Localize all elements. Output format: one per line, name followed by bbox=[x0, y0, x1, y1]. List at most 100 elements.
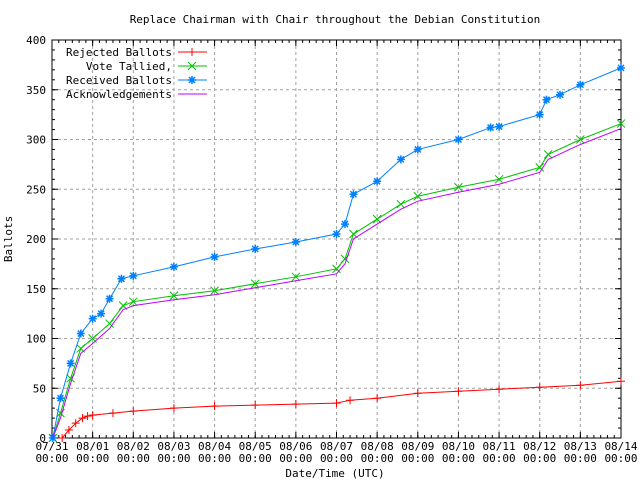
x-tick-label: 07/31 bbox=[35, 440, 68, 453]
marker-plus bbox=[617, 377, 625, 386]
x-tick-time: 00:00 bbox=[117, 452, 150, 465]
marker-cross bbox=[454, 182, 463, 192]
marker-plus bbox=[108, 409, 117, 418]
x-tick-time: 00:00 bbox=[320, 452, 353, 465]
series-vote-tallied- bbox=[48, 119, 626, 443]
y-tick-label: 300 bbox=[26, 134, 46, 147]
marker-plus bbox=[71, 419, 80, 428]
x-tick-time: 00:00 bbox=[157, 452, 190, 465]
y-tick-label: 200 bbox=[26, 233, 46, 246]
marker-plus bbox=[332, 399, 341, 408]
y-tick-label: 350 bbox=[26, 84, 46, 97]
marker-plus bbox=[169, 404, 178, 413]
marker-star bbox=[251, 244, 260, 253]
marker-star bbox=[542, 95, 551, 104]
x-tick-label: 08/02 bbox=[117, 440, 150, 453]
marker-star bbox=[169, 262, 178, 271]
series-received-ballots bbox=[48, 63, 625, 442]
legend-label: Rejected Ballots bbox=[66, 46, 172, 59]
x-tick-label: 08/09 bbox=[401, 440, 434, 453]
legend-label: Received Ballots bbox=[66, 74, 172, 87]
marker-star bbox=[535, 110, 544, 119]
x-axis-label: Date/Time (UTC) bbox=[285, 467, 384, 480]
x-tick-time: 00:00 bbox=[564, 452, 597, 465]
y-tick-label: 150 bbox=[26, 283, 46, 296]
marker-star bbox=[117, 274, 126, 283]
x-tick-label: 08/01 bbox=[76, 440, 109, 453]
marker-cross bbox=[494, 174, 504, 184]
marker-star bbox=[576, 80, 585, 89]
x-tick-time: 00:00 bbox=[604, 452, 637, 465]
marker-cross bbox=[576, 135, 585, 144]
x-tick-label: 08/08 bbox=[361, 440, 394, 453]
x-tick-time: 00:00 bbox=[35, 452, 68, 465]
marker-cross bbox=[349, 229, 358, 239]
marker-plus bbox=[251, 401, 260, 410]
legend-label: Vote Tallied, bbox=[86, 60, 172, 73]
marker-star bbox=[56, 394, 65, 403]
x-tick-label: 08/14 bbox=[604, 440, 637, 453]
x-tick-label: 08/10 bbox=[442, 440, 475, 453]
marker-cross bbox=[210, 286, 219, 296]
x-tick-label: 08/13 bbox=[564, 440, 597, 453]
marker-star bbox=[66, 359, 75, 368]
marker-cross bbox=[372, 214, 382, 224]
marker-star bbox=[332, 230, 341, 239]
marker-star bbox=[617, 63, 625, 72]
series-rejected-ballots bbox=[58, 377, 625, 442]
marker-cross bbox=[105, 319, 114, 328]
plot-border bbox=[51, 39, 622, 439]
y-tick-label: 250 bbox=[26, 183, 46, 196]
y-tick-label: 50 bbox=[33, 382, 46, 395]
marker-plus bbox=[576, 381, 585, 390]
x-tick-time: 00:00 bbox=[198, 452, 231, 465]
x-tick-label: 08/12 bbox=[523, 440, 556, 453]
marker-star bbox=[76, 329, 85, 338]
marker-star bbox=[396, 155, 405, 164]
marker-star bbox=[373, 177, 382, 186]
marker-plus bbox=[454, 387, 463, 396]
x-tick-time: 00:00 bbox=[279, 452, 312, 465]
x-tick-time: 00:00 bbox=[523, 452, 556, 465]
x-tick-label: 08/11 bbox=[483, 440, 516, 453]
marker-plus bbox=[535, 383, 544, 392]
marker-plus bbox=[210, 402, 219, 411]
marker-star bbox=[291, 237, 300, 246]
marker-star bbox=[48, 434, 57, 442]
marker-plus bbox=[83, 412, 92, 421]
marker-star bbox=[129, 271, 138, 280]
marker-cross bbox=[169, 291, 179, 301]
marker-plus bbox=[64, 426, 73, 435]
marker-plus bbox=[78, 414, 87, 423]
marker-star bbox=[340, 220, 349, 229]
marker-plus bbox=[88, 411, 97, 420]
x-tick-time: 00:00 bbox=[483, 452, 516, 465]
marker-star bbox=[349, 190, 358, 199]
marker-cross bbox=[128, 297, 138, 307]
marker-plus bbox=[188, 48, 196, 56]
marker-cross bbox=[187, 61, 197, 71]
marker-star bbox=[88, 314, 97, 323]
x-tick-time: 00:00 bbox=[76, 452, 109, 465]
y-tick-label: 100 bbox=[26, 333, 46, 346]
x-tick-label: 08/07 bbox=[320, 440, 353, 453]
x-tick-label: 08/04 bbox=[198, 440, 231, 453]
marker-star bbox=[413, 145, 422, 154]
marker-star bbox=[210, 252, 219, 261]
marker-star bbox=[556, 90, 565, 99]
marker-plus bbox=[291, 400, 300, 409]
marker-cross bbox=[250, 279, 260, 289]
x-tick-label: 08/06 bbox=[279, 440, 312, 453]
x-tick-label: 08/05 bbox=[239, 440, 272, 453]
marker-cross bbox=[616, 119, 626, 128]
marker-star bbox=[97, 309, 106, 318]
series-line bbox=[52, 128, 622, 439]
marker-cross bbox=[535, 163, 545, 172]
marker-star bbox=[495, 122, 504, 131]
chart-title: Replace Chairman with Chair throughout t… bbox=[130, 13, 541, 26]
marker-cross bbox=[396, 199, 406, 209]
marker-cross bbox=[413, 191, 423, 201]
y-tick-label: 400 bbox=[26, 34, 46, 47]
